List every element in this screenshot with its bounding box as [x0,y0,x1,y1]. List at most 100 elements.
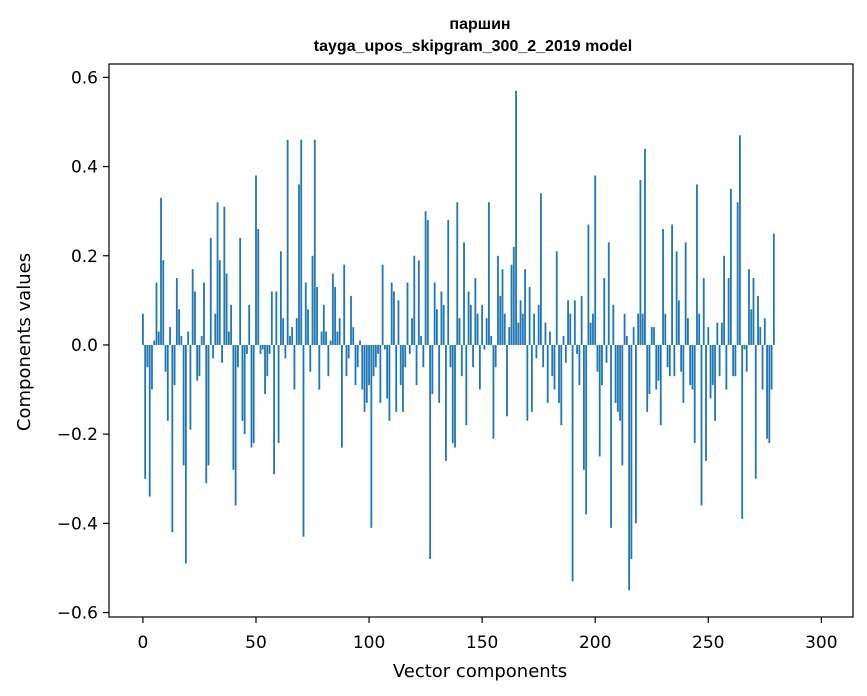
bar [668,344,671,377]
bar [268,344,271,354]
bar [601,344,603,386]
bar [327,344,330,377]
bar [580,295,583,345]
bar [537,304,540,345]
bar [395,344,398,412]
bar [221,344,223,363]
bar [526,344,529,421]
bar [650,327,653,345]
bar [476,313,479,345]
bar [352,327,355,345]
bar [180,336,183,345]
bar [325,331,327,345]
bar [440,291,443,345]
bar [553,344,556,390]
bar [499,295,502,345]
bar [311,255,314,345]
bar [162,260,165,345]
bar [648,344,651,395]
y-tick-label: −0.2 [57,425,98,445]
bar [449,344,452,368]
bar [497,255,499,345]
bar [338,318,341,345]
bar [282,318,285,345]
bar [671,224,673,345]
bar [659,344,662,426]
bar [637,313,640,345]
bar [169,327,171,345]
bar [589,322,592,345]
bar [707,327,710,345]
bar [372,344,375,377]
bar [578,344,581,386]
bar [483,344,486,350]
bar [320,331,323,345]
bar [307,309,309,345]
bar [569,313,572,345]
y-tick-label: 0.0 [71,336,98,356]
bar [343,264,346,345]
y-tick-label: −0.6 [57,604,98,624]
bar [433,282,436,345]
bar [684,242,687,345]
bar [295,318,298,345]
bar [356,344,359,368]
bar [653,327,655,345]
bar [243,344,246,435]
bar [682,344,685,403]
bar [739,135,741,345]
bar [772,233,775,345]
bar [562,336,565,345]
bar [533,313,536,345]
bar [481,304,484,345]
bar [732,344,735,377]
bar [390,282,393,345]
bar [257,229,260,345]
bar [503,313,506,345]
bar [666,344,669,368]
y-tick-label: −0.4 [57,514,98,534]
bar [549,331,551,345]
bar [212,344,214,359]
bar [397,300,400,345]
bar [528,286,531,345]
bar [250,344,253,448]
bar [379,344,382,403]
bar [255,175,257,345]
bar [519,300,522,345]
bar [469,304,472,345]
chart-subtitle: tayga_upos_skipgram_300_2_2019 model [314,38,632,55]
bar [205,344,208,484]
bar [277,344,280,444]
bar [447,220,450,345]
bar [187,331,190,345]
chart-title: паршин [449,16,510,33]
bar [361,344,364,390]
y-tick-label: 0.4 [71,158,98,178]
bar [655,344,658,390]
bar [178,309,181,345]
bar [445,344,447,461]
bar [155,282,158,345]
bar [517,322,520,345]
bar [573,300,576,345]
bar [632,327,635,345]
bar [714,344,716,421]
bar [196,344,199,381]
x-tick-label: 0 [138,633,149,653]
bar [354,344,357,386]
y-axis-ticks: −0.6 −0.4 −0.2 0.0 0.2 0.4 0.6 [57,68,109,624]
bar [438,344,441,403]
bar [431,344,434,395]
bar [544,322,547,345]
plot-frame [108,63,854,618]
bar [521,313,524,345]
bar [720,322,723,345]
bar [241,344,244,421]
bar [393,291,395,345]
bar [766,344,768,439]
bar [406,282,409,345]
bar [153,340,156,345]
bar [723,255,726,345]
bars-group [142,90,775,591]
